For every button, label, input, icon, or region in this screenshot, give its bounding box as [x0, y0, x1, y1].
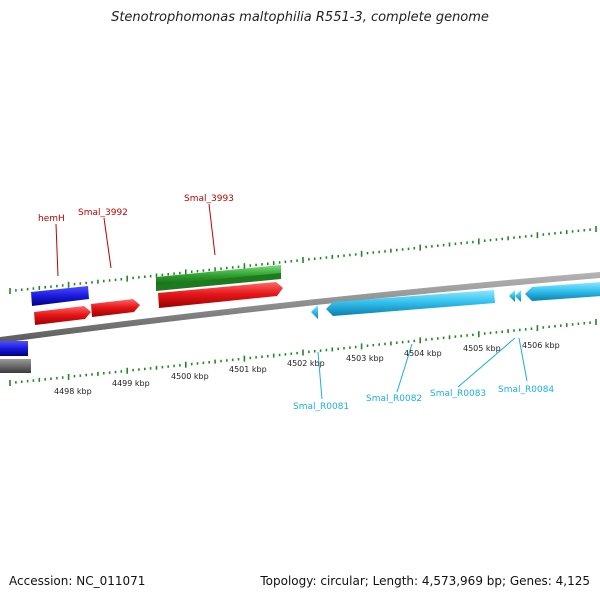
label-callout-lines [55, 203, 528, 400]
gene-label-smal-3993[interactable]: Smal_3993 [184, 194, 234, 204]
gene-hemh[interactable] [34, 306, 91, 325]
gene-smal-r0083[interactable] [509, 290, 515, 302]
accession-text: Accession: NC_011071 [9, 574, 146, 588]
kbp-label: 4500 kbp [171, 372, 209, 381]
gene-smal-r0081[interactable] [311, 305, 318, 319]
gene-label-smal-r0084[interactable]: Smal_R0084 [498, 385, 554, 395]
partial-blue-feature[interactable] [0, 341, 28, 356]
gene-smal-r0083b[interactable] [515, 290, 521, 302]
topology-text: Topology: circular; Length: 4,573,969 bp… [260, 574, 590, 588]
kbp-label: 4503 kbp [346, 354, 384, 363]
kbp-label: 4501 kbp [229, 365, 267, 374]
hemh-blue-feature[interactable] [31, 286, 89, 306]
kbp-label: 4504 kbp [404, 349, 442, 358]
lower-tick-ruler [9, 319, 597, 386]
gene-smal-r0084[interactable] [525, 282, 600, 301]
gene-smal-3993[interactable] [158, 282, 283, 308]
kbp-label: 4499 kbp [112, 379, 150, 388]
upper-tick-ruler [9, 226, 597, 294]
gene-labels: hemH Smal_3992 Smal_3993 Smal_R0081 Smal… [38, 194, 554, 412]
partial-grey-feature[interactable] [0, 359, 31, 373]
kbp-label: 4505 kbp [463, 344, 501, 353]
gene-smal-3992[interactable] [91, 299, 140, 317]
kbp-label: 4502 kbp [287, 359, 325, 368]
gene-label-smal-r0081[interactable]: Smal_R0081 [293, 402, 349, 412]
gene-label-smal-r0082[interactable]: Smal_R0082 [366, 394, 422, 404]
gene-label-smal-r0083[interactable]: Smal_R0083 [430, 389, 486, 399]
genome-title: Stenotrophomonas maltophilia R551-3, com… [111, 10, 489, 25]
kbp-label: 4506 kbp [522, 341, 560, 350]
kbp-label: 4498 kbp [54, 387, 92, 396]
kbp-scale-labels: 4498 kbp 4499 kbp 4500 kbp 4501 kbp 4502… [54, 341, 560, 396]
gene-label-smal-3992[interactable]: Smal_3992 [78, 208, 128, 218]
green-feature-lower[interactable] [156, 273, 281, 291]
gene-smal-r0082[interactable] [326, 290, 495, 316]
genome-backbone [0, 272, 600, 343]
gene-label-hemh[interactable]: hemH [38, 214, 65, 224]
